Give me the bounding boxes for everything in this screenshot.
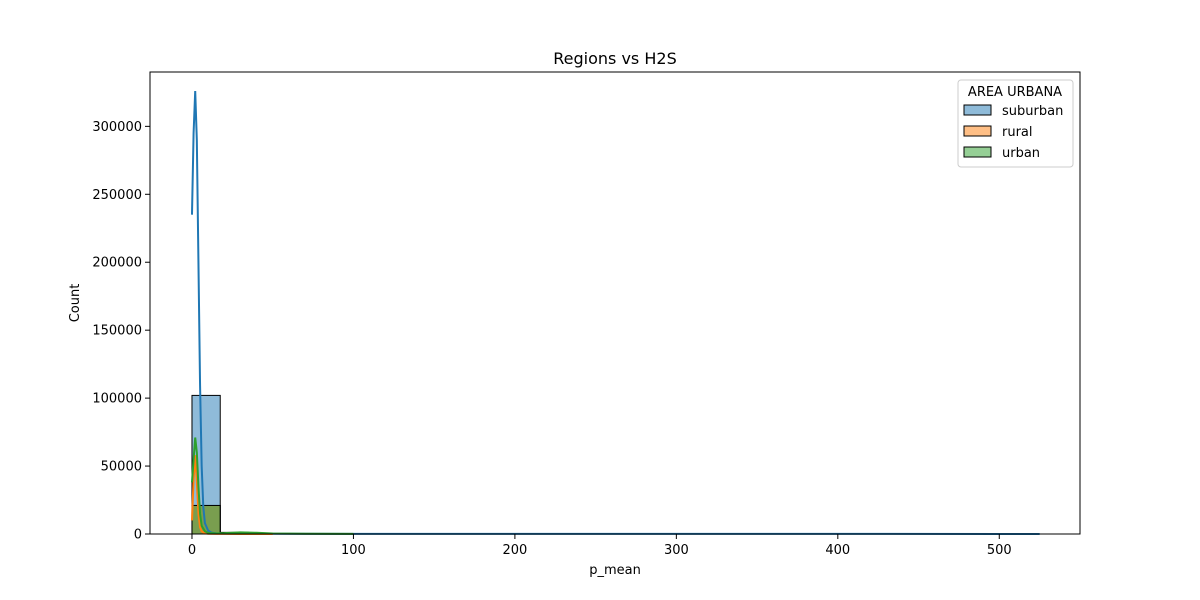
y-tick-label-100000: 100000 bbox=[92, 392, 142, 407]
y-tick-label-250000: 250000 bbox=[92, 188, 142, 203]
legend-label-urban: urban bbox=[1002, 146, 1040, 161]
legend-swatch-rural bbox=[963, 125, 992, 137]
plot-frame bbox=[149, 71, 1081, 535]
x-axis-label: p_mean bbox=[589, 563, 641, 578]
y-tick-label-300000: 300000 bbox=[92, 120, 142, 135]
x-tick-label-400: 400 bbox=[825, 543, 850, 558]
x-axis: 0 100 200 300 400 500 bbox=[188, 534, 1012, 558]
legend-label-rural: rural bbox=[1002, 125, 1033, 140]
x-tick-label-200: 200 bbox=[502, 543, 527, 558]
y-tick-label-50000: 50000 bbox=[101, 460, 142, 475]
chart-title: Regions vs H2S bbox=[553, 49, 676, 68]
x-tick-label-0: 0 bbox=[188, 543, 196, 558]
legend-swatch-urban bbox=[963, 146, 992, 158]
legend: AREA URBANA suburban rural urban bbox=[957, 79, 1074, 168]
legend-swatch-suburban bbox=[963, 104, 992, 116]
x-tick-label-100: 100 bbox=[341, 543, 366, 558]
x-tick-label-300: 300 bbox=[664, 543, 689, 558]
bar-urban-0 bbox=[191, 504, 221, 535]
y-tick-label-150000: 150000 bbox=[92, 324, 142, 339]
kde-line-urban bbox=[190, 437, 354, 535]
legend-box bbox=[957, 79, 1074, 168]
legend-entries: suburban rural urban bbox=[963, 104, 1063, 161]
legend-label-suburban: suburban bbox=[1002, 104, 1063, 119]
y-tick-label-0: 0 bbox=[134, 528, 142, 543]
y-tick-label-200000: 200000 bbox=[92, 256, 142, 271]
y-axis-label: Count bbox=[68, 284, 83, 323]
y-axis: 0 50000 100000 150000 200000 250000 300000 bbox=[92, 120, 150, 543]
x-tick-label-500: 500 bbox=[987, 543, 1012, 558]
legend-title: AREA URBANA bbox=[968, 85, 1062, 100]
